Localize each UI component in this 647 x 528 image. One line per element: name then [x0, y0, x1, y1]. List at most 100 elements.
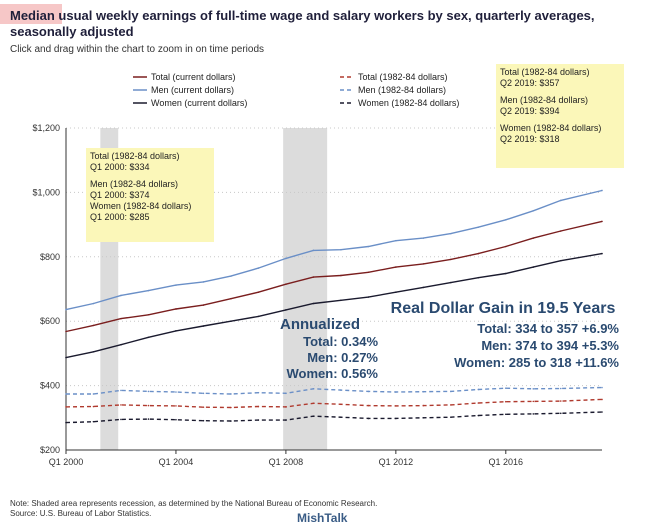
series-4-point	[65, 406, 67, 408]
series-3-point	[601, 386, 603, 389]
series-2-point	[175, 330, 177, 332]
series-4-point	[504, 400, 507, 403]
series-1-point	[120, 317, 122, 320]
series-3-point	[202, 392, 205, 395]
series-5-point	[92, 420, 95, 423]
series-5-point	[559, 412, 562, 415]
series-4-point	[340, 403, 342, 406]
series-2-point	[120, 343, 122, 346]
series-3-point	[422, 390, 425, 393]
series-5-point	[230, 420, 232, 422]
series-5-point	[175, 418, 177, 421]
series-5-point	[147, 418, 150, 420]
series-0-point	[367, 245, 370, 248]
callout-q1-total-value: Q1 2000: $334	[90, 162, 150, 172]
series-0-point	[257, 267, 260, 269]
series-3-point	[285, 392, 287, 395]
series-1-point	[601, 220, 603, 223]
real-gain-total: Total: 334 to 357 +6.9%	[477, 321, 619, 336]
grid-layer	[66, 127, 602, 387]
series-1-point	[312, 276, 315, 278]
series-5-point	[340, 416, 342, 418]
series-3-point	[450, 390, 452, 393]
x-tick-label: Q1 2016	[489, 457, 524, 467]
series-4-point	[477, 402, 480, 404]
series-4-point	[367, 404, 370, 407]
x-tick-label: Q1 2008	[269, 457, 304, 467]
series-5-point	[450, 416, 452, 418]
series-1-point	[92, 324, 95, 327]
series-0-point	[504, 218, 507, 221]
series-0-point	[65, 308, 67, 311]
footnote-source: Source: U.S. Bureau of Labor Statistics.	[10, 509, 152, 518]
series-0-point	[601, 189, 603, 192]
series-2-point	[395, 291, 397, 294]
legend-label-total-current: Total (current dollars)	[151, 72, 236, 82]
series-0-point	[450, 232, 452, 235]
series-1-point	[285, 283, 287, 285]
series-5-point	[257, 419, 260, 421]
series-5-point	[285, 419, 287, 421]
series-5-point	[312, 415, 315, 417]
series-line-5	[65, 411, 603, 424]
series-4-point	[202, 406, 205, 408]
series-0-point	[230, 275, 232, 277]
y-tick-label: $600	[40, 316, 60, 326]
series-2-point	[477, 276, 480, 279]
x-tick-label: Q1 2012	[379, 457, 414, 467]
series-line-0	[65, 189, 603, 311]
callout-q2-women-header: Women (1982-84 dollars)	[500, 123, 602, 133]
series-4-point	[147, 404, 150, 407]
recession-band-1	[283, 128, 328, 450]
legend-label-men-current: Men (current dollars)	[151, 85, 234, 95]
series-1-point	[395, 266, 397, 268]
real-gain-women: Women: 285 to 318 +11.6%	[454, 355, 619, 370]
chart-subtitle: Click and drag within the chart to zoom …	[10, 44, 265, 55]
footnote-note: Note: Shaded area represents recession, …	[10, 499, 378, 508]
series-4-point	[450, 404, 452, 406]
real-gain-men: Men: 374 to 394 +5.3%	[481, 338, 619, 353]
real-gain-title: Real Dollar Gain in 19.5 Years	[390, 300, 616, 317]
callout-q2-women-value: Q2 2019: $318	[500, 134, 560, 144]
real-gain-annotation: Real Dollar Gain in 19.5 Years Total: 33…	[372, 298, 634, 371]
series-2-point	[65, 356, 67, 359]
series-layer	[65, 189, 603, 424]
series-3-point	[175, 391, 177, 393]
series-2-point	[532, 266, 535, 268]
series-0-point	[395, 239, 397, 242]
series-4-point	[532, 400, 535, 403]
series-line-3	[66, 386, 603, 395]
series-0-point	[477, 226, 480, 228]
series-3-point	[559, 387, 562, 390]
series-2-point	[202, 325, 205, 327]
annualized-total: Total: 0.34%	[303, 334, 378, 349]
y-tick-label: $800	[40, 252, 60, 262]
series-3-point	[230, 393, 232, 395]
series-1-point	[175, 308, 177, 310]
callout-q2-total-value: Q2 2019: $357	[500, 78, 560, 88]
series-2-point	[230, 320, 232, 323]
series-3-point	[477, 388, 480, 391]
series-0-point	[175, 284, 177, 286]
series-3-point	[504, 387, 507, 389]
series-2-point	[147, 336, 150, 339]
series-4-point	[257, 405, 260, 408]
series-5-point	[477, 414, 480, 417]
legend: Total (current dollars) Men (current dol…	[133, 72, 459, 108]
series-line-4	[65, 398, 603, 409]
series-1-point	[147, 313, 150, 316]
series-4-point	[559, 400, 562, 402]
series-0-point	[147, 289, 150, 292]
series-4-point	[92, 405, 95, 408]
legend-label-women-current: Women (current dollars)	[151, 98, 247, 108]
y-tick-label: $200	[40, 445, 60, 455]
series-3-point	[65, 393, 67, 395]
axis-layer: $200 $400 $600 $800 $1,000 $1,200 Q1 2000 Q1 20…	[32, 123, 602, 467]
x-tick-label: Q1 2000	[49, 457, 84, 467]
series-1-point	[202, 304, 205, 306]
series-4-point	[422, 404, 425, 407]
callout-q1-men-value: Q1 2000: $374	[90, 190, 150, 200]
series-5-point	[202, 419, 205, 422]
y-tick-label: $400	[40, 381, 60, 391]
